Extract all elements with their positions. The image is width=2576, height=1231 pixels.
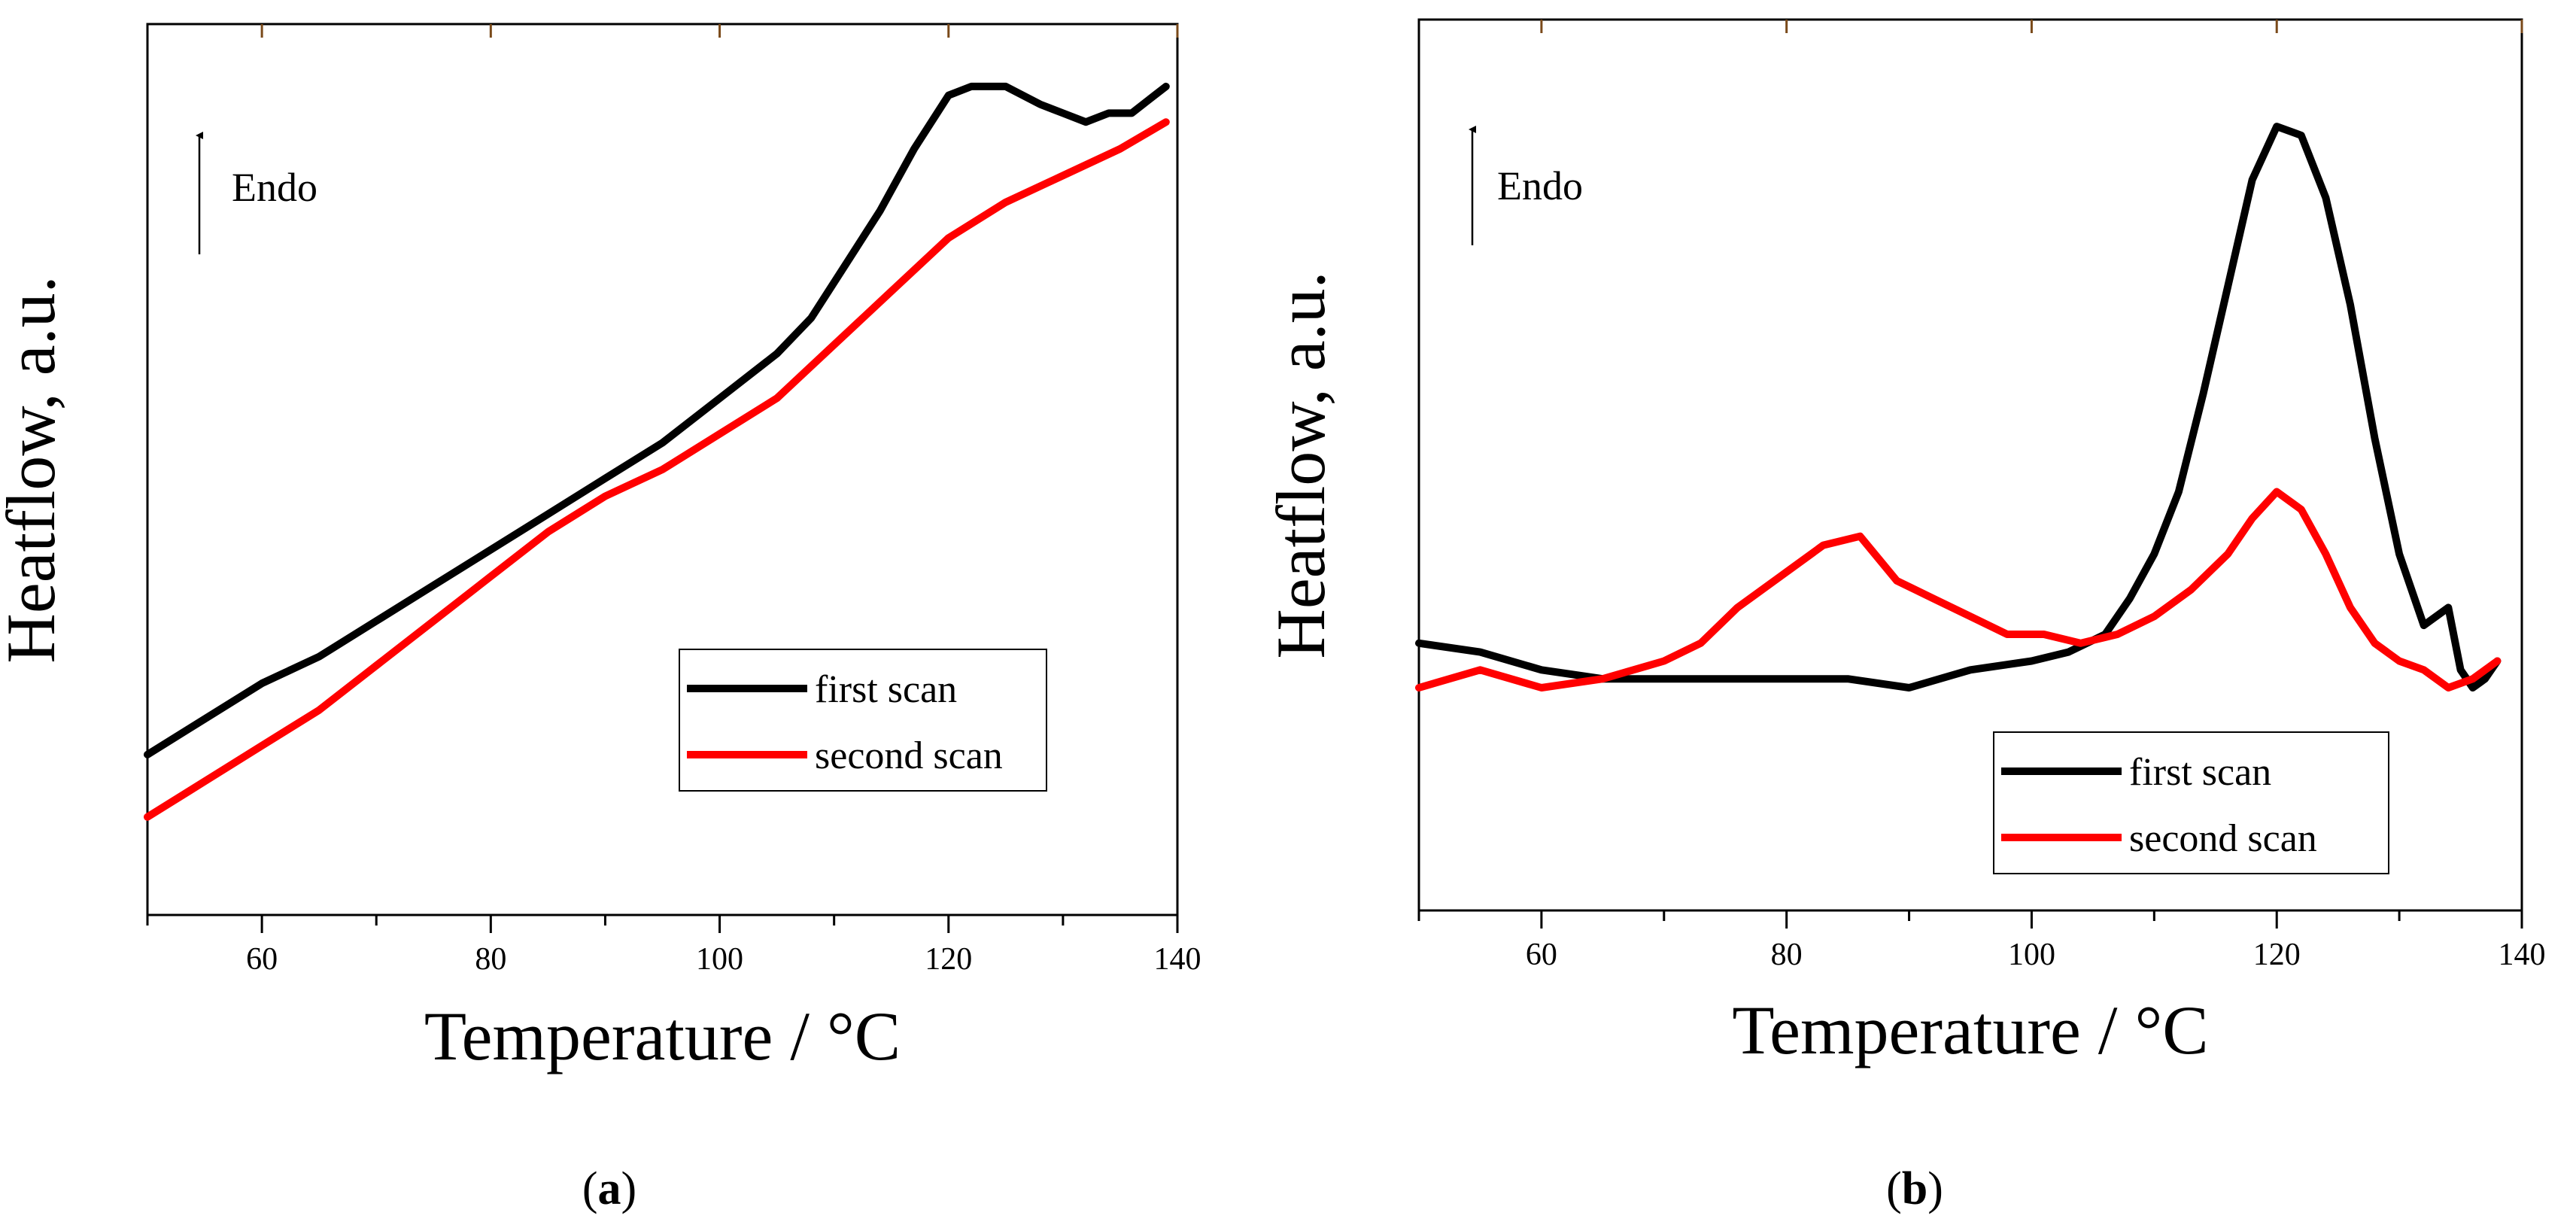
panel-label-close: ): [621, 1163, 637, 1214]
x-tick-label: 140: [2499, 938, 2546, 972]
figure: 60 80 100 120 140 Temperature / °C Heatflow, a…: [0, 0, 2576, 1231]
x-tick-label: 100: [2008, 938, 2055, 972]
series-line-first-scan: [1419, 126, 2497, 688]
panel-b: 60 80 100 120 140 Temperature / °C Heatflow, a…: [1262, 20, 2546, 1214]
legend-label: first scan: [815, 668, 957, 711]
x-tick-label: 120: [925, 942, 972, 977]
x-axis-title: Temperature / °C: [424, 998, 901, 1074]
x-tick-label: 140: [1154, 942, 1201, 977]
panel-label-open: (: [582, 1163, 598, 1214]
panel-label: (b): [1886, 1163, 1943, 1214]
series-line-second-scan: [1419, 492, 2497, 688]
x-tick-label: 80: [475, 942, 506, 977]
panel-label-letter: a: [598, 1163, 621, 1214]
endo-label: Endo: [232, 165, 317, 210]
x-tick-label: 100: [696, 942, 743, 977]
panel-label-letter: b: [1902, 1163, 1927, 1214]
panel-label-open: (: [1886, 1163, 1902, 1214]
legend-label: second scan: [815, 734, 1003, 777]
x-tick-label: 60: [1526, 938, 1557, 972]
x-axis-title: Temperature / °C: [1732, 992, 2208, 1068]
x-tick-label: 60: [246, 942, 278, 977]
x-tick-label: 80: [1771, 938, 1803, 972]
legend-label: second scan: [2129, 817, 2317, 860]
endo-label: Endo: [1497, 163, 1583, 208]
x-tick-label: 120: [2253, 938, 2301, 972]
panel-a: 60 80 100 120 140 Temperature / °C Heatflow, a…: [0, 24, 1201, 1214]
legend-label: first scan: [2129, 751, 2271, 794]
y-axis-title: Heatflow, a.u.: [0, 275, 69, 663]
y-axis-title: Heatflow, a.u.: [1262, 271, 1339, 658]
panel-label: (a): [582, 1163, 636, 1214]
panel-label-close: ): [1927, 1163, 1943, 1214]
